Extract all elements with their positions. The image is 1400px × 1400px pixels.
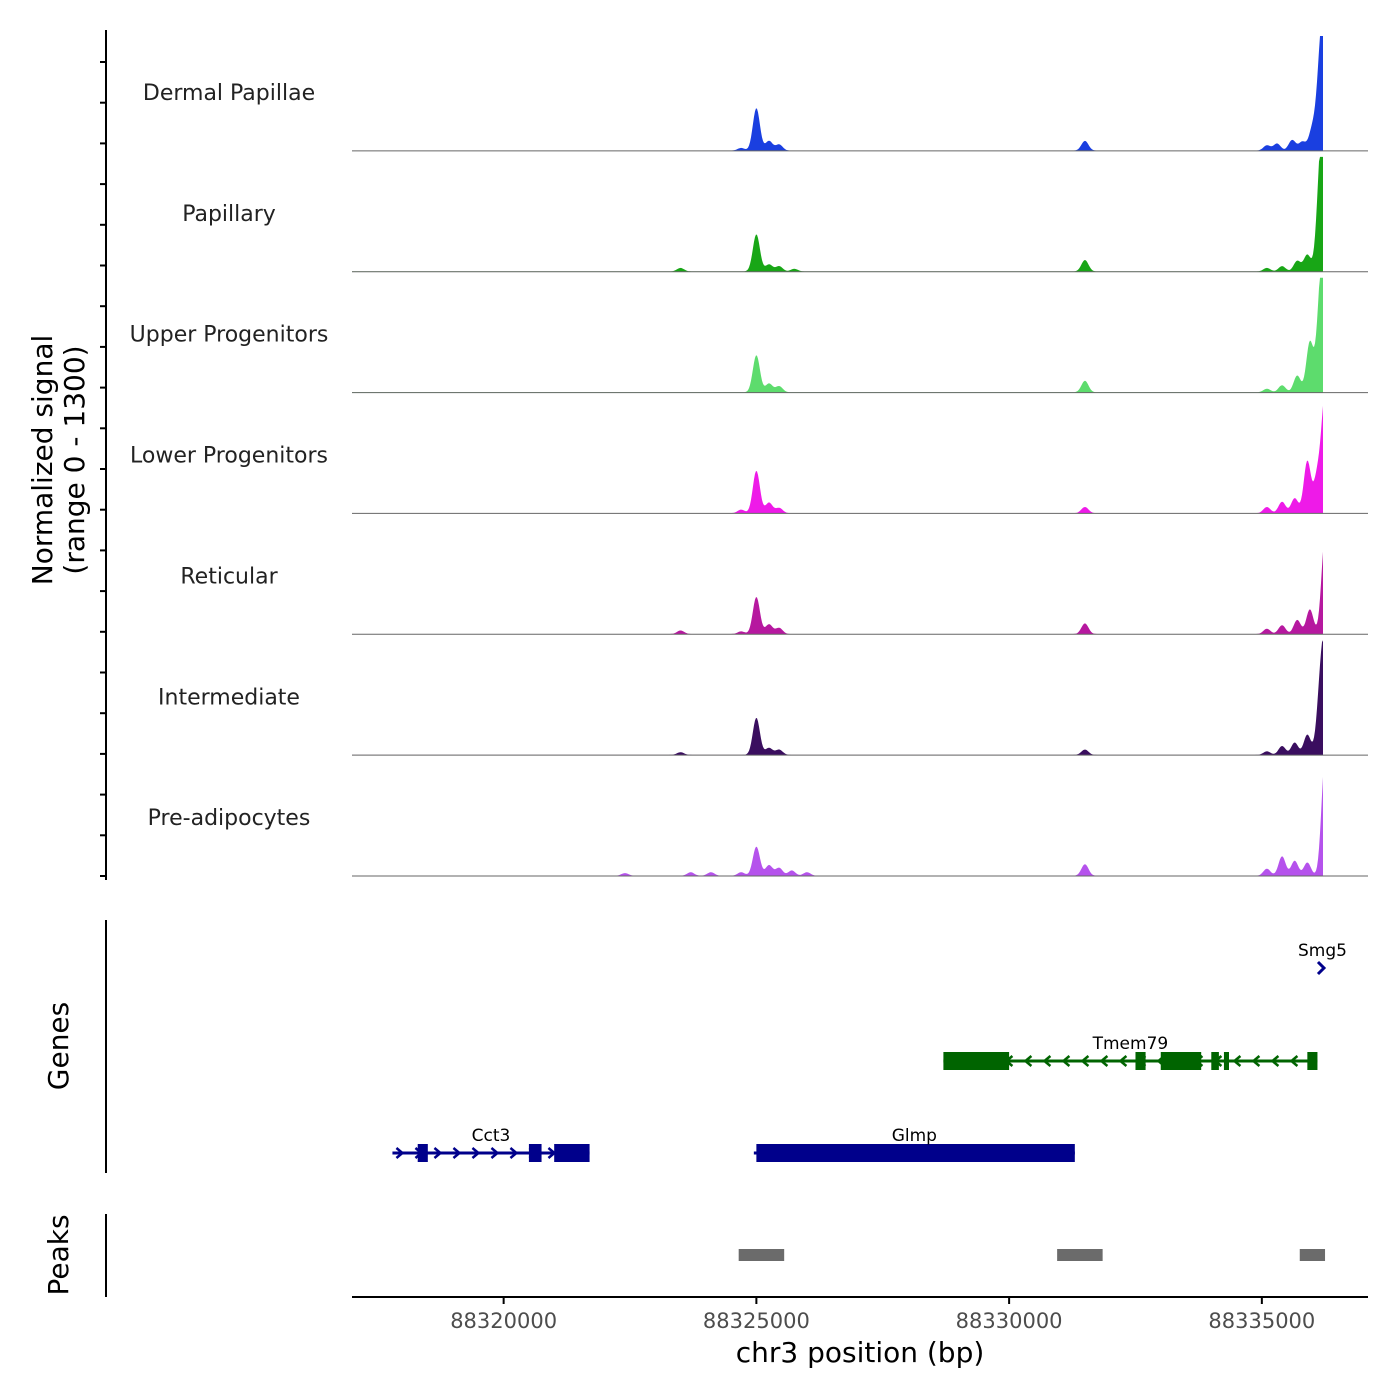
gene-exon: [943, 1052, 1010, 1070]
gene-exon: [1223, 1052, 1229, 1070]
axes: 88320000 88325000 88330000 88335000: [100, 30, 1368, 1333]
x-axis-title: chr3 position (bp): [736, 1336, 985, 1369]
gene-label: Tmem79: [1092, 1034, 1169, 1054]
gene-exon: [417, 1144, 428, 1162]
gene-label: Glmp: [892, 1126, 937, 1146]
track-label: Upper Progenitors: [130, 323, 329, 348]
strand-arrow: [433, 1147, 443, 1159]
peak-region: [1057, 1249, 1103, 1261]
gene-exon: [1211, 1052, 1219, 1070]
track-label: Pre-adipocytes: [148, 806, 311, 831]
gene-label: Cct3: [472, 1126, 511, 1146]
track-dermal-papillae: Dermal Papillae: [143, 36, 1368, 152]
coverage-area: [352, 36, 1323, 151]
strand-arrow: [452, 1147, 462, 1159]
track-label: Lower Progenitors: [130, 444, 328, 469]
strand-arrow: [1232, 1055, 1242, 1067]
track-pre-adipocytes: Pre-adipocytes: [148, 776, 1368, 877]
track-label: Dermal Papillae: [143, 81, 315, 106]
gene-smg5: Smg5: [1298, 941, 1347, 976]
coverage-area: [352, 405, 1323, 514]
gene-glmp: Glmp: [753, 1126, 1075, 1162]
gene-exon: [528, 1144, 542, 1162]
strand-arrow: [1270, 1055, 1280, 1067]
track-label: Intermediate: [158, 685, 300, 710]
peaks-panel: [738, 1249, 1326, 1261]
gene-label: Smg5: [1298, 941, 1347, 961]
strand-arrow: [1289, 1055, 1299, 1067]
coverage-area: [352, 640, 1323, 756]
strand-arrow: [471, 1147, 481, 1159]
strand-arrow: [1251, 1055, 1261, 1067]
track-label: Reticular: [180, 564, 278, 589]
track-intermediate: Intermediate: [158, 640, 1368, 756]
strand-arrow: [1099, 1055, 1109, 1067]
y-axis-title-line1: Normalized signal: [26, 335, 59, 586]
strand-arrow: [1118, 1055, 1128, 1067]
strand-arrow: [1080, 1055, 1090, 1067]
x-tick-label: 88325000: [703, 1309, 810, 1333]
coverage-tracks: Dermal Papillae Papillary Upper Progenitor…: [130, 36, 1368, 877]
gene-exon: [756, 1144, 1075, 1162]
x-tick-label: 88320000: [450, 1309, 557, 1333]
peaks-axis-title: Peaks: [42, 1214, 75, 1295]
gene-exon: [1135, 1052, 1146, 1070]
x-tick-label: 88335000: [1208, 1309, 1315, 1333]
gene-exon: [554, 1144, 590, 1162]
x-tick-label: 88330000: [956, 1309, 1063, 1333]
gene-tmem79: Tmem79: [943, 1034, 1318, 1070]
strand-arrow: [395, 1147, 405, 1159]
track-reticular: Reticular: [180, 551, 1368, 635]
peak-region: [738, 1249, 785, 1261]
gene-exon: [1160, 1052, 1202, 1070]
strand-arrow: [490, 1147, 500, 1159]
strand-arrow: [1061, 1055, 1071, 1067]
strand-arrow: [1042, 1055, 1052, 1067]
strand-arrow: [1023, 1055, 1033, 1067]
peak-region: [1299, 1249, 1326, 1261]
strand-arrow: [509, 1147, 519, 1159]
track-papillary: Papillary: [182, 156, 1368, 273]
track-lower-progenitors: Lower Progenitors: [130, 405, 1368, 514]
gene-annotation-panel: Cct3 Glmp Tmem79 Smg5: [392, 941, 1347, 1162]
strand-arrow: [1316, 960, 1327, 976]
track-label: Papillary: [182, 202, 276, 227]
gene-exon: [1307, 1052, 1318, 1070]
coverage-area: [352, 551, 1323, 635]
coverage-area: [352, 156, 1323, 272]
track-upper-progenitors: Upper Progenitors: [130, 277, 1368, 394]
genes-axis-title: Genes: [42, 1002, 75, 1090]
coverage-area: [352, 776, 1323, 876]
coverage-area: [352, 277, 1323, 393]
gene-cct3: Cct3: [392, 1126, 590, 1162]
y-axis-title-line2: (range 0 - 1300): [58, 345, 91, 574]
